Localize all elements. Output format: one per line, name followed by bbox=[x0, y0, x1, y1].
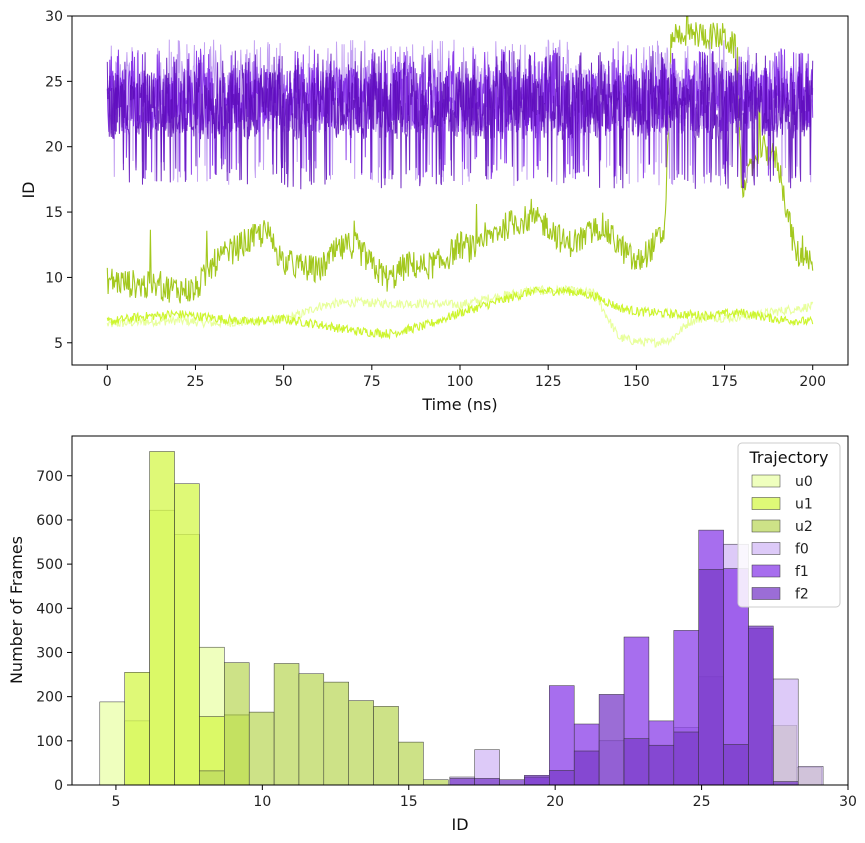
histogram-bar-u1 bbox=[124, 672, 150, 785]
histogram-bar-f2 bbox=[648, 744, 675, 785]
histogram-y-axis-label: Number of Frames bbox=[7, 536, 26, 684]
x-tick-label: 125 bbox=[535, 374, 562, 390]
histogram-bar-u2 bbox=[423, 779, 449, 785]
histogram-bar-f2 bbox=[499, 779, 525, 785]
y-tick-label: 20 bbox=[45, 140, 63, 156]
y-tick-label: 5 bbox=[54, 336, 63, 352]
histogram-bar-u2 bbox=[273, 663, 300, 785]
histogram-bar-u2 bbox=[348, 700, 374, 785]
y-tick-label: 500 bbox=[36, 557, 63, 573]
legend-label-f0: f0 bbox=[795, 542, 809, 558]
y-tick-label: 30 bbox=[45, 9, 63, 25]
time-series-plot: 0 25 50 75 100 125 150 175 200 5 10 15 20 25 30 Time … bbox=[19, 9, 849, 414]
x-tick-label: 50 bbox=[275, 374, 293, 390]
y-tick-label: 600 bbox=[36, 513, 63, 529]
x-tick-label: 15 bbox=[400, 794, 418, 810]
y-tick-label: 700 bbox=[36, 469, 63, 485]
histogram-bar-f2 bbox=[449, 778, 475, 785]
x-tick-label: 10 bbox=[253, 794, 271, 810]
legend-label-u1: u1 bbox=[795, 497, 813, 513]
histogram-bars bbox=[99, 451, 824, 785]
x-tick-label: 175 bbox=[711, 374, 738, 390]
legend-swatch-f2 bbox=[751, 587, 781, 600]
x-tick-label: 25 bbox=[693, 794, 711, 810]
histogram-bar-f2 bbox=[673, 731, 699, 785]
time-series-x-ticks: 0 25 50 75 100 125 150 175 200 bbox=[103, 365, 826, 390]
y-tick-label: 300 bbox=[36, 645, 63, 661]
histogram-bar-f2 bbox=[623, 738, 650, 785]
histogram-bar-u1 bbox=[149, 451, 175, 785]
histogram-bar-f2 bbox=[573, 750, 600, 785]
legend-swatch-f1 bbox=[751, 564, 781, 578]
y-tick-label: 25 bbox=[45, 74, 63, 90]
histogram-bar-f2 bbox=[474, 778, 500, 785]
histogram-bar-f0 bbox=[797, 766, 824, 785]
y-tick-label: 200 bbox=[36, 690, 63, 706]
histogram-bar-f1 bbox=[549, 685, 575, 785]
histogram-bar-u1 bbox=[174, 483, 200, 785]
x-tick-label: 150 bbox=[623, 374, 650, 390]
legend-swatch-u0 bbox=[751, 474, 781, 488]
x-tick-label: 75 bbox=[363, 374, 381, 390]
histogram-bar-f2 bbox=[698, 569, 724, 785]
legend-label-u0: u0 bbox=[795, 474, 813, 490]
time-series-lines bbox=[106, 16, 814, 348]
histogram-bar-u2 bbox=[398, 741, 424, 785]
histogram-x-axis-label: ID bbox=[451, 815, 468, 834]
time-series-y-axis-label: ID bbox=[19, 181, 38, 198]
time-series-x-axis-label: Time (ns) bbox=[421, 395, 497, 414]
legend-label-u2: u2 bbox=[795, 519, 813, 535]
x-tick-label: 100 bbox=[447, 374, 474, 390]
histogram-bar-u0 bbox=[99, 701, 125, 785]
time-series-line-2 bbox=[106, 16, 814, 304]
histogram-y-ticks: 0 100 200 300 400 500 600 700 bbox=[36, 469, 72, 794]
histogram-frame bbox=[71, 435, 849, 786]
histogram-bar-f2 bbox=[723, 744, 749, 785]
legend-swatch-u1 bbox=[751, 497, 781, 510]
legend-label-f1: f1 bbox=[795, 564, 809, 580]
legend-label-f2: f2 bbox=[795, 587, 809, 603]
histogram-bar-u2 bbox=[224, 662, 250, 785]
y-tick-label: 10 bbox=[45, 270, 63, 286]
legend-title: Trajectory bbox=[749, 448, 829, 467]
time-series-line-5 bbox=[106, 50, 814, 190]
x-tick-label: 200 bbox=[799, 374, 826, 390]
histogram-bar-u2 bbox=[323, 681, 349, 785]
legend-items: u0 u1 u2 f0 f1 f2 bbox=[751, 474, 813, 603]
x-tick-label: 30 bbox=[839, 794, 857, 810]
legend: Trajectory u0 u1 u2 f0 f1 f2 bbox=[737, 442, 841, 608]
y-tick-label: 400 bbox=[36, 601, 63, 617]
y-tick-label: 15 bbox=[45, 205, 63, 221]
x-tick-label: 0 bbox=[103, 374, 112, 390]
y-tick-label: 100 bbox=[36, 734, 63, 750]
histogram-bar-f2 bbox=[773, 781, 799, 785]
x-tick-label: 25 bbox=[187, 374, 205, 390]
legend-swatch-f0 bbox=[751, 542, 781, 555]
x-tick-label: 20 bbox=[546, 794, 564, 810]
histogram-bar-f2 bbox=[524, 776, 550, 785]
histogram-bar-u2 bbox=[248, 711, 275, 785]
histogram-bar-u2 bbox=[199, 770, 225, 785]
time-series-line-1 bbox=[106, 286, 814, 340]
histogram-bar-u2 bbox=[298, 673, 325, 785]
time-series-y-ticks: 5 10 15 20 25 30 bbox=[45, 9, 72, 352]
histogram-bar-f2 bbox=[549, 770, 575, 785]
histogram-bar-f2 bbox=[748, 625, 774, 785]
legend-swatch-u2 bbox=[751, 519, 781, 533]
histogram-bar-f2 bbox=[598, 694, 625, 785]
y-tick-label: 0 bbox=[54, 778, 63, 794]
histogram-bar-u2 bbox=[373, 706, 399, 785]
histogram-x-ticks: 5 10 15 20 25 30 bbox=[111, 785, 857, 810]
histogram-bar-f0 bbox=[773, 678, 799, 785]
histogram-plot: 5 10 15 20 25 30 0 100 200 300 400 500 600 700 ID Nu… bbox=[7, 435, 857, 834]
x-tick-label: 5 bbox=[111, 794, 120, 810]
